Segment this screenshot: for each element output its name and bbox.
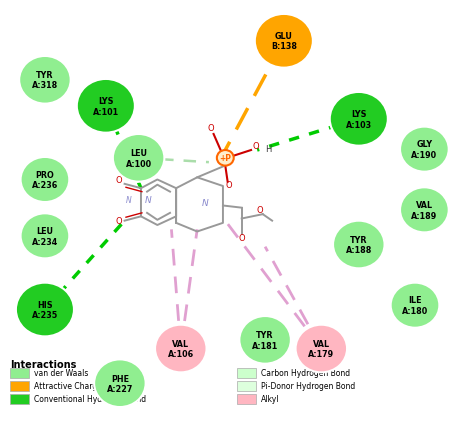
Text: O: O — [116, 176, 122, 185]
Circle shape — [330, 93, 388, 146]
Text: Pi-Donor Hydrogen Bond: Pi-Donor Hydrogen Bond — [261, 381, 356, 390]
Text: N: N — [145, 196, 151, 205]
Text: HIS
A:235: HIS A:235 — [32, 300, 58, 319]
Text: PRO
A:236: PRO A:236 — [32, 170, 58, 190]
Text: LYS
A:103: LYS A:103 — [346, 110, 372, 129]
Circle shape — [217, 151, 234, 166]
Text: O: O — [226, 181, 232, 190]
Text: Carbon Hydrogen Bond: Carbon Hydrogen Bond — [261, 368, 350, 377]
Text: Attractive Charge: Attractive Charge — [34, 381, 101, 390]
Text: VAL
A:179: VAL A:179 — [308, 339, 334, 358]
Text: O: O — [253, 142, 259, 151]
Text: VAL
A:189: VAL A:189 — [411, 201, 438, 220]
FancyBboxPatch shape — [10, 394, 28, 404]
Text: TYR
A:181: TYR A:181 — [252, 330, 278, 350]
Text: TYR
A:188: TYR A:188 — [346, 235, 372, 254]
Text: O: O — [116, 216, 122, 225]
Text: O: O — [256, 205, 263, 215]
FancyBboxPatch shape — [237, 368, 256, 378]
Text: H: H — [265, 145, 272, 154]
Circle shape — [239, 316, 291, 364]
Circle shape — [94, 360, 146, 407]
Text: TYR
A:318: TYR A:318 — [32, 71, 58, 90]
FancyBboxPatch shape — [237, 381, 256, 391]
FancyBboxPatch shape — [10, 381, 28, 391]
Circle shape — [296, 325, 347, 373]
Text: LYS
A:101: LYS A:101 — [93, 97, 119, 116]
FancyBboxPatch shape — [237, 394, 256, 404]
Circle shape — [400, 188, 449, 233]
Circle shape — [391, 283, 439, 328]
Circle shape — [400, 127, 449, 172]
Text: GLU
B:138: GLU B:138 — [271, 32, 297, 51]
Circle shape — [255, 15, 313, 68]
Text: O: O — [208, 124, 215, 132]
Text: O: O — [238, 233, 245, 243]
Text: GLY
A:190: GLY A:190 — [411, 140, 438, 159]
Circle shape — [77, 80, 135, 134]
Text: ILE
A:180: ILE A:180 — [402, 296, 428, 315]
Text: N: N — [126, 196, 131, 205]
Circle shape — [19, 57, 71, 104]
Circle shape — [20, 158, 69, 202]
Circle shape — [333, 221, 384, 269]
Text: van der Waals: van der Waals — [34, 368, 88, 377]
Text: PHE
A:227: PHE A:227 — [107, 374, 133, 393]
Text: +P: +P — [219, 154, 231, 163]
FancyBboxPatch shape — [10, 368, 28, 378]
Text: Alkyl: Alkyl — [261, 394, 280, 403]
Circle shape — [20, 214, 69, 259]
Text: VAL
A:106: VAL A:106 — [168, 339, 194, 358]
Circle shape — [16, 283, 74, 337]
Text: Conventional Hydrogen Bond: Conventional Hydrogen Bond — [34, 394, 146, 403]
Text: N: N — [202, 198, 209, 207]
Circle shape — [113, 134, 164, 182]
Circle shape — [155, 325, 207, 373]
Text: Interactions: Interactions — [10, 360, 76, 370]
Text: LEU
A:100: LEU A:100 — [126, 149, 152, 168]
Text: LEU
A:234: LEU A:234 — [32, 226, 58, 246]
